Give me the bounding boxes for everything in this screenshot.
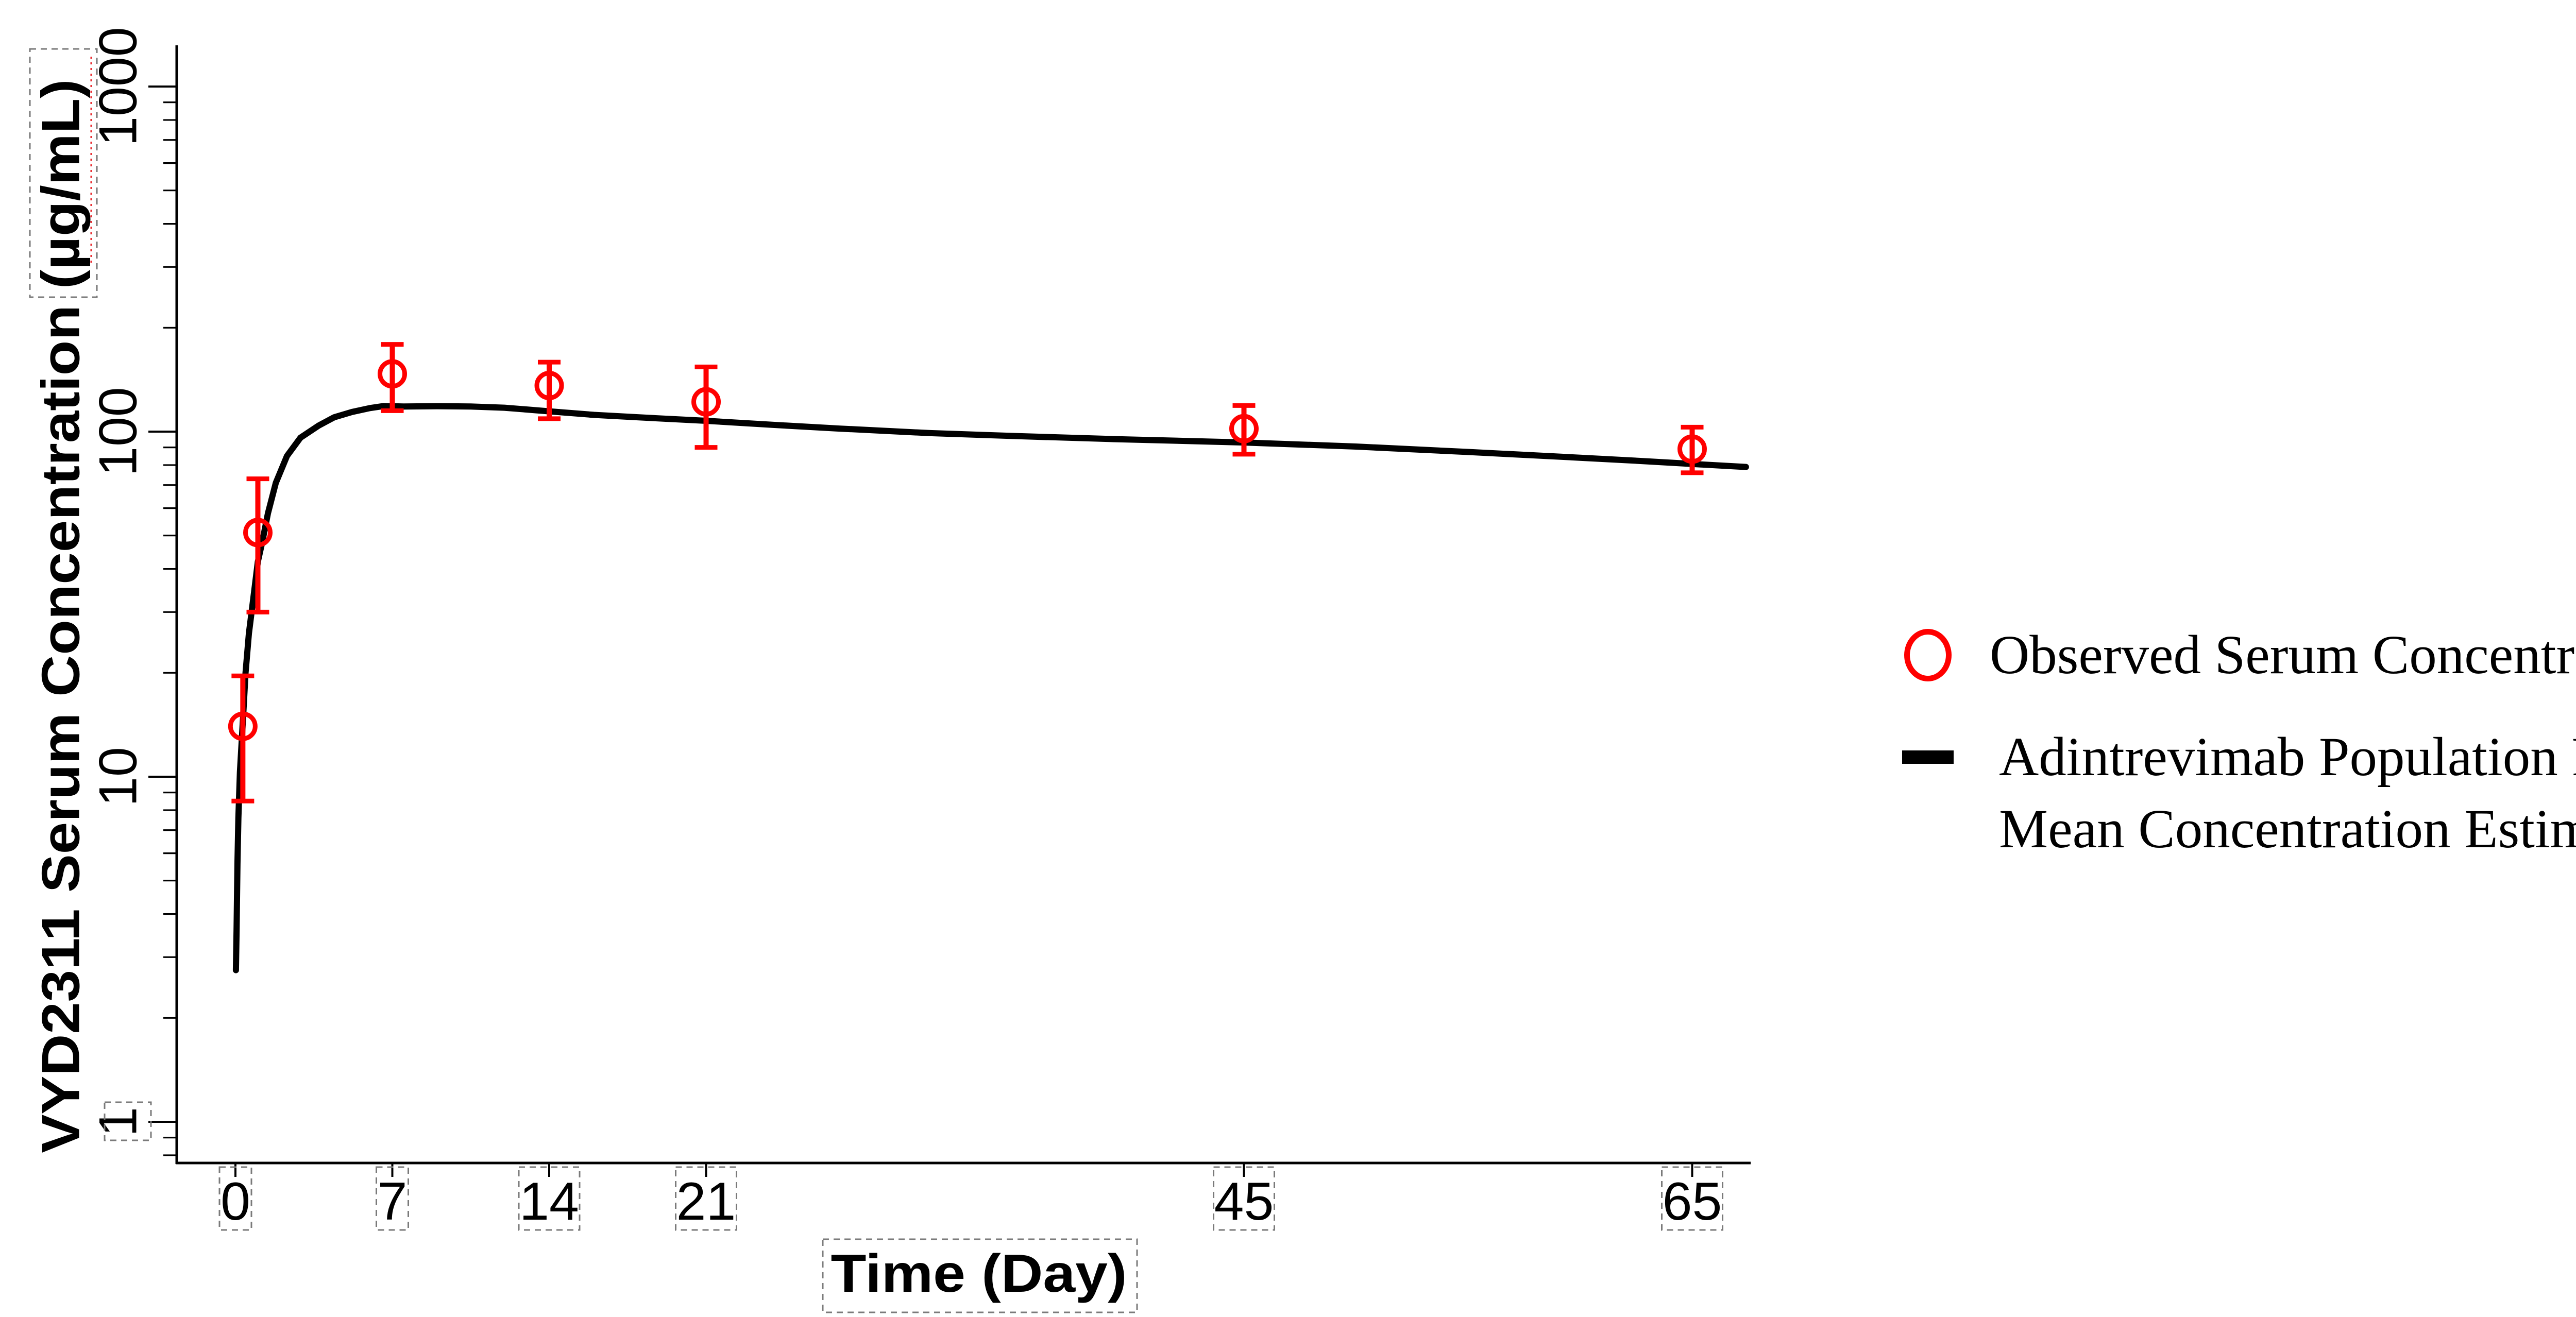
data-point — [228, 673, 258, 803]
observed-mean-circle — [1229, 414, 1259, 443]
thick-line-icon — [1902, 750, 1954, 764]
data-point — [243, 476, 273, 614]
model-curve-layer — [232, 403, 1749, 973]
legend-item-observed: Observed Serum Concentration VYD -2311 I… — [1904, 622, 2576, 688]
data-point — [378, 342, 407, 413]
y-tick-label: 1 — [88, 1107, 148, 1137]
y-tick-label: 1000 — [88, 27, 148, 146]
selection-box-x-tick — [675, 1166, 737, 1231]
selection-box-x-tick — [1213, 1166, 1275, 1231]
open-circle-icon — [1904, 629, 1952, 681]
selection-box-x-title — [822, 1238, 1138, 1313]
observed-mean-circle — [378, 359, 407, 389]
x-tick-label: 7 — [378, 1172, 408, 1232]
x-axis-tick-labels: 0 7 14 21 45 65 — [218, 1166, 1723, 1232]
legend-model-label: Adintrevimab Population PK Model Mean Con… — [1999, 721, 2576, 865]
y-axis-title: VYD2311 Serum Concentration (µg/mL) — [31, 79, 91, 1153]
selection-box-x-tick — [518, 1166, 581, 1231]
x-axis-ticks — [234, 1163, 1693, 1177]
y-tick-label: 100 — [88, 387, 148, 476]
y-axis-major-ticks — [148, 85, 177, 1123]
observed-mean-circle — [1677, 434, 1707, 464]
y-axis-minor-ticks — [163, 101, 177, 1156]
selection-box-x-tick — [218, 1166, 252, 1231]
selection-box-y-unit — [29, 48, 98, 298]
observed-mean-circle — [534, 371, 564, 401]
data-point — [1229, 403, 1259, 457]
data-point — [691, 364, 721, 450]
legend-observed-label: Observed Serum Concentration VYD -2311 I… — [1990, 625, 2576, 686]
y-axis-tick-labels: 1 10 100 1000 — [88, 27, 152, 1141]
observed-mean-circle — [691, 387, 721, 417]
model-curve — [232, 403, 1749, 973]
legend-item-model: Adintrevimab Population PK Model Mean Con… — [1902, 721, 2576, 865]
x-tick-label: 45 — [1214, 1172, 1274, 1232]
x-tick-label: 21 — [676, 1172, 736, 1232]
x-tick-label: 65 — [1663, 1172, 1722, 1232]
x-tick-label: 14 — [519, 1172, 579, 1232]
selection-box-x-tick — [1661, 1166, 1723, 1231]
y-tick-label: 10 — [88, 747, 148, 807]
observed-points-layer — [228, 342, 1707, 803]
selection-box-y-tick-1 — [104, 1101, 152, 1141]
x-axis-title: Time (Day) — [831, 1244, 1127, 1304]
data-point — [1677, 424, 1707, 475]
legend-model-label-line2: Mean Concentration Estimate — [1999, 799, 2576, 860]
observed-mean-circle — [228, 711, 258, 741]
selection-box-x-tick — [376, 1166, 409, 1231]
x-tick-label: 0 — [221, 1172, 250, 1232]
observed-mean-circle — [243, 518, 273, 548]
legend-model-label-line1: Adintrevimab Population PK Model — [1999, 727, 2576, 788]
data-point — [534, 360, 564, 421]
